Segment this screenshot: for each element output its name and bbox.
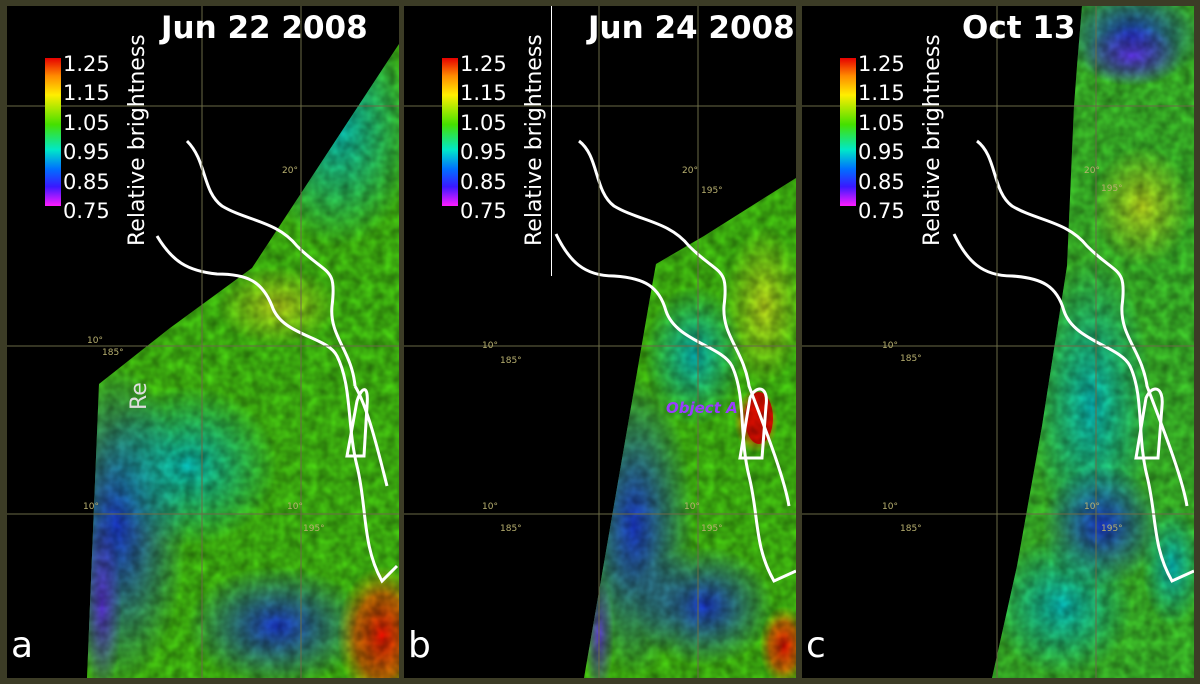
colorbar-ticks-a: 1.25 1.15 1.05 0.95 0.85 0.75 — [63, 50, 110, 226]
brightness-map-a — [7, 6, 399, 678]
colorbar-ticks-c: 1.25 1.15 1.05 0.95 0.85 0.75 — [858, 50, 905, 226]
panel-c: 20° 195° 10° 185° 10° 185° 10° 195° 1.25… — [802, 6, 1194, 678]
lat-label-10s: 10° — [482, 502, 498, 512]
tick-label: 1.15 — [63, 81, 110, 106]
divider-line — [551, 6, 552, 276]
lat-label-10s-b: 10° — [1084, 502, 1100, 512]
lat-label-10: 10° — [87, 336, 103, 346]
lon-label-185: 185° — [500, 356, 522, 366]
lon-label-195-b: 195° — [701, 524, 723, 534]
colorbar-b — [442, 58, 458, 206]
lon-label-185: 185° — [102, 348, 124, 358]
boundary-line-b — [554, 139, 796, 583]
lon-label-185-b: 185° — [500, 524, 522, 534]
lon-label-195: 195° — [303, 524, 325, 534]
lon-label-195: 195° — [1101, 184, 1123, 194]
lon-label-185-b: 185° — [900, 524, 922, 534]
panel-a: 20° 10° 185° 10° 10° 195° Re 1.25 1.15 1… — [7, 6, 399, 678]
colorbar-label-c: Relative brightness — [920, 34, 945, 246]
panel-letter-a: a — [11, 625, 34, 666]
graticule-a — [7, 6, 399, 678]
brightness-map-c — [802, 6, 1194, 678]
lat-label-10s: 10° — [882, 502, 898, 512]
tick-label: 0.95 — [63, 140, 110, 165]
tick-label: 1.25 — [460, 52, 507, 76]
tick-label: 0.85 — [63, 169, 110, 194]
object-outline-b — [738, 387, 768, 460]
lat-label-20: 20° — [282, 166, 298, 176]
colorbar-label-a: Relative brightness — [125, 34, 150, 246]
tick-label: 0.75 — [858, 199, 905, 224]
tick-label: 0.85 — [858, 169, 905, 194]
lat-label-20: 20° — [1084, 166, 1100, 176]
lon-label-195-b: 195° — [1101, 524, 1123, 534]
tick-label: 1.05 — [63, 110, 110, 135]
tick-label: 0.75 — [460, 199, 507, 224]
lat-label-20: 20° — [682, 166, 698, 176]
graticule-c — [802, 6, 1194, 678]
lat-label-10: 10° — [482, 341, 498, 351]
object-outline-c — [1134, 387, 1164, 460]
tick-label: 1.25 — [63, 52, 110, 76]
tick-label: 1.15 — [858, 81, 905, 106]
tick-label: 0.95 — [460, 140, 507, 165]
object-a-label: Object A — [666, 399, 738, 417]
brightness-map-b — [404, 6, 796, 678]
lat-label-10: 10° — [882, 341, 898, 351]
lon-label-185: 185° — [900, 354, 922, 364]
graticule-b — [404, 6, 796, 678]
tick-label: 1.05 — [858, 110, 905, 135]
tick-label: 0.85 — [460, 169, 507, 194]
lon-label-195: 195° — [701, 186, 723, 196]
object-outline-a — [345, 388, 369, 458]
colorbar-c — [840, 58, 856, 206]
tick-label: 0.75 — [63, 199, 110, 224]
tick-label: 1.15 — [460, 81, 507, 106]
panel-letter-c: c — [806, 625, 826, 666]
boundary-line-c — [952, 139, 1194, 583]
tick-label: 1.25 — [858, 52, 905, 76]
panel-letter-b: b — [408, 625, 431, 666]
colorbar-ticks-b: 1.25 1.15 1.05 0.95 0.85 0.75 — [460, 50, 507, 226]
panel-date-c: Oct 13 — [962, 10, 1076, 46]
colorbar-a — [45, 58, 61, 206]
panel-b: 20° 195° 10° 185° 10° 185° 10° 195° Obje… — [404, 6, 796, 678]
lat-label-10s-b: 10° — [287, 502, 303, 512]
colorbar-label-b: Relative brightness — [522, 34, 547, 246]
lat-label-10s-b: 10° — [684, 502, 700, 512]
panel-date-a: Jun 22 2008 — [161, 10, 368, 46]
tick-label: 1.05 — [460, 110, 507, 135]
tick-label: 0.95 — [858, 140, 905, 165]
lat-label-10s: 10° — [83, 502, 99, 512]
panel-date-b: Jun 24 2008 — [588, 10, 795, 46]
cutoff-label: Re — [127, 382, 152, 410]
